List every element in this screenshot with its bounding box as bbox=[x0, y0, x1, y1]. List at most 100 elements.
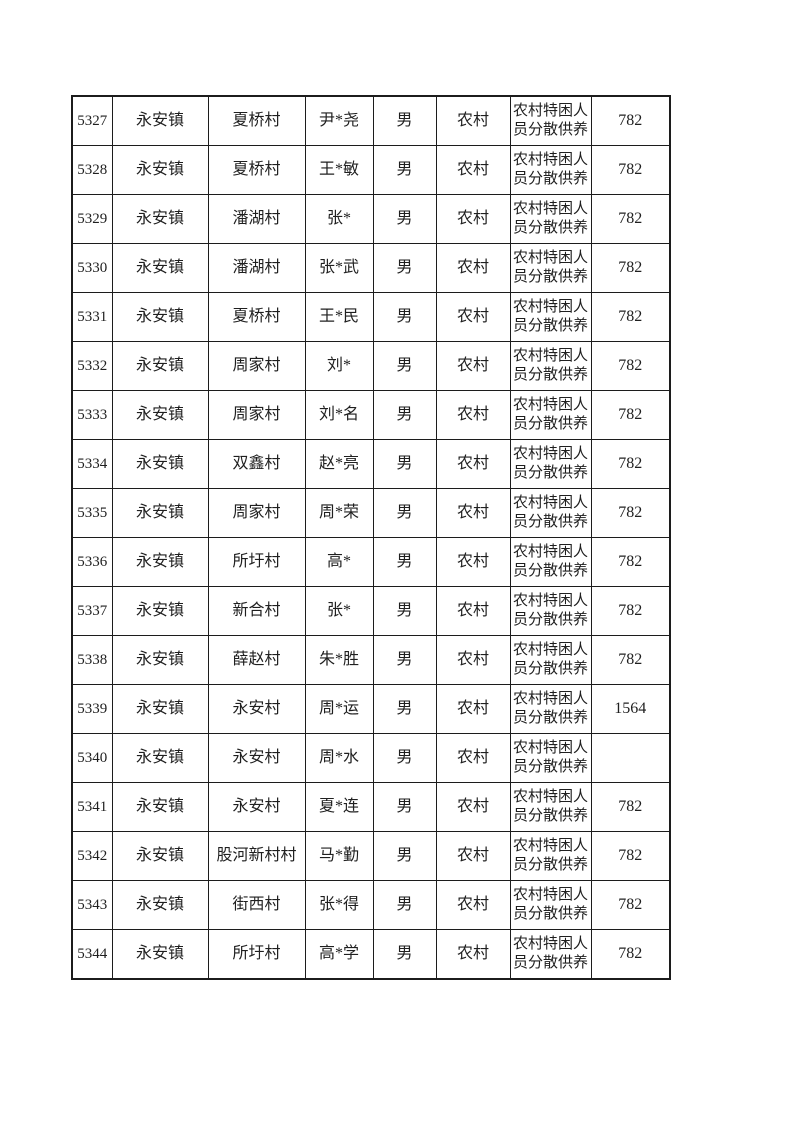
cell-area_type: 农村 bbox=[435, 929, 511, 980]
cell-village: 永安村 bbox=[207, 733, 306, 784]
cell-amount: 782 bbox=[590, 242, 671, 293]
cell-id: 5332 bbox=[71, 340, 113, 391]
cell-town: 永安镇 bbox=[111, 733, 209, 784]
cell-amount: 782 bbox=[590, 782, 671, 833]
cell-gender: 男 bbox=[372, 389, 437, 440]
cell-area_type: 农村 bbox=[435, 95, 511, 146]
cell-amount: 782 bbox=[590, 291, 671, 342]
table-row: 5331 永安镇 夏桥村 王*民男农村 农村特困人员分散供养 782 bbox=[71, 291, 671, 342]
cell-name: 刘* bbox=[304, 340, 374, 391]
cell-area_type: 农村 bbox=[435, 487, 511, 538]
cell-town: 永安镇 bbox=[111, 684, 209, 735]
cell-name: 刘*名 bbox=[304, 389, 374, 440]
cell-amount: 782 bbox=[590, 635, 671, 686]
table-row: 5328 永安镇 夏桥村 王*敏男农村 农村特困人员分散供养 782 bbox=[71, 144, 671, 195]
cell-name: 张* bbox=[304, 585, 374, 637]
cell-amount: 782 bbox=[590, 929, 671, 980]
cell-assistance_category: 农村特困人员分散供养 bbox=[509, 733, 592, 784]
cell-gender: 男 bbox=[372, 585, 437, 637]
cell-assistance_category: 农村特困人员分散供养 bbox=[509, 880, 592, 931]
cell-gender: 男 bbox=[372, 684, 437, 735]
cell-assistance_category: 农村特困人员分散供养 bbox=[509, 438, 592, 489]
cell-amount: 782 bbox=[590, 487, 671, 538]
cell-id: 5333 bbox=[71, 389, 113, 440]
cell-id: 5342 bbox=[71, 831, 113, 882]
table-row: 5335 永安镇 周家村 周*荣男农村 农村特困人员分散供养 782 bbox=[71, 487, 671, 538]
cell-town: 永安镇 bbox=[111, 193, 209, 244]
cell-gender: 男 bbox=[372, 291, 437, 342]
cell-village: 潘湖村 bbox=[207, 242, 306, 293]
table-row: 5344 永安镇 所圩村 高*学男农村 农村特困人员分散供养 782 bbox=[71, 929, 671, 980]
cell-amount: 782 bbox=[590, 340, 671, 391]
cell-name: 高* bbox=[304, 536, 374, 587]
cell-gender: 男 bbox=[372, 733, 437, 784]
cell-area_type: 农村 bbox=[435, 585, 511, 637]
cell-amount: 782 bbox=[590, 831, 671, 882]
cell-gender: 男 bbox=[372, 438, 437, 489]
cell-id: 5334 bbox=[71, 438, 113, 489]
cell-village: 永安村 bbox=[207, 684, 306, 735]
cell-gender: 男 bbox=[372, 536, 437, 587]
cell-id: 5331 bbox=[71, 291, 113, 342]
cell-area_type: 农村 bbox=[435, 536, 511, 587]
cell-area_type: 农村 bbox=[435, 291, 511, 342]
cell-gender: 男 bbox=[372, 880, 437, 931]
table-row: 5338 永安镇 薛赵村 朱*胜男农村 农村特困人员分散供养 782 bbox=[71, 635, 671, 686]
cell-name: 高*学 bbox=[304, 929, 374, 980]
table-row: 5340 永安镇 永安村 周*水男农村 农村特困人员分散供养 bbox=[71, 733, 671, 784]
cell-assistance_category: 农村特困人员分散供养 bbox=[509, 536, 592, 587]
cell-village: 永安村 bbox=[207, 782, 306, 833]
cell-name: 周*荣 bbox=[304, 487, 374, 538]
table-body: 5327 永安镇 夏桥村 尹*尧男农村 农村特困人员分散供养 782 5328 永安镇 夏桥村王… bbox=[71, 95, 671, 980]
cell-area_type: 农村 bbox=[435, 340, 511, 391]
cell-town: 永安镇 bbox=[111, 438, 209, 489]
cell-gender: 男 bbox=[372, 635, 437, 686]
cell-id: 5338 bbox=[71, 635, 113, 686]
cell-town: 永安镇 bbox=[111, 782, 209, 833]
cell-town: 永安镇 bbox=[111, 389, 209, 440]
cell-amount: 782 bbox=[590, 880, 671, 931]
cell-name: 马*勤 bbox=[304, 831, 374, 882]
cell-village: 夏桥村 bbox=[207, 144, 306, 195]
cell-gender: 男 bbox=[372, 929, 437, 980]
cell-gender: 男 bbox=[372, 340, 437, 391]
cell-assistance_category: 农村特困人员分散供养 bbox=[509, 929, 592, 980]
cell-town: 永安镇 bbox=[111, 635, 209, 686]
cell-area_type: 农村 bbox=[435, 782, 511, 833]
cell-village: 周家村 bbox=[207, 340, 306, 391]
table-row: 5339 永安镇 永安村 周*运男农村 农村特困人员分散供养 1564 bbox=[71, 684, 671, 735]
cell-village: 夏桥村 bbox=[207, 95, 306, 146]
cell-village: 周家村 bbox=[207, 487, 306, 538]
cell-amount: 782 bbox=[590, 193, 671, 244]
cell-amount: 782 bbox=[590, 95, 671, 146]
cell-amount: 1564 bbox=[590, 684, 671, 735]
cell-name: 尹*尧 bbox=[304, 95, 374, 146]
cell-village: 双鑫村 bbox=[207, 438, 306, 489]
cell-town: 永安镇 bbox=[111, 929, 209, 980]
cell-assistance_category: 农村特困人员分散供养 bbox=[509, 487, 592, 538]
cell-id: 5337 bbox=[71, 585, 113, 637]
table-row: 5332 永安镇 周家村 刘* 男农村 农村特困人员分散供养 782 bbox=[71, 340, 671, 391]
table-row: 5337 永安镇 新合村 张* 男农村 农村特困人员分散供养 782 bbox=[71, 585, 671, 637]
table-row: 5343 永安镇 街西村 张*得男农村 农村特困人员分散供养 782 bbox=[71, 880, 671, 931]
table-row: 5341 永安镇 永安村 夏*连男农村 农村特困人员分散供养 782 bbox=[71, 782, 671, 833]
cell-assistance_category: 农村特困人员分散供养 bbox=[509, 144, 592, 195]
cell-id: 5343 bbox=[71, 880, 113, 931]
cell-amount: 782 bbox=[590, 389, 671, 440]
cell-area_type: 农村 bbox=[435, 733, 511, 784]
cell-village: 所圩村 bbox=[207, 536, 306, 587]
cell-town: 永安镇 bbox=[111, 291, 209, 342]
table-row: 5327 永安镇 夏桥村 尹*尧男农村 农村特困人员分散供养 782 bbox=[71, 95, 671, 146]
cell-id: 5341 bbox=[71, 782, 113, 833]
cell-town: 永安镇 bbox=[111, 831, 209, 882]
cell-name: 周*运 bbox=[304, 684, 374, 735]
cell-village: 股河新村村 bbox=[207, 831, 306, 882]
cell-gender: 男 bbox=[372, 193, 437, 244]
cell-name: 张* bbox=[304, 193, 374, 244]
cell-id: 5329 bbox=[71, 193, 113, 244]
cell-assistance_category: 农村特困人员分散供养 bbox=[509, 684, 592, 735]
cell-area_type: 农村 bbox=[435, 389, 511, 440]
cell-village: 所圩村 bbox=[207, 929, 306, 980]
table-row: 5336 永安镇 所圩村 高* 男农村 农村特困人员分散供养 782 bbox=[71, 536, 671, 587]
